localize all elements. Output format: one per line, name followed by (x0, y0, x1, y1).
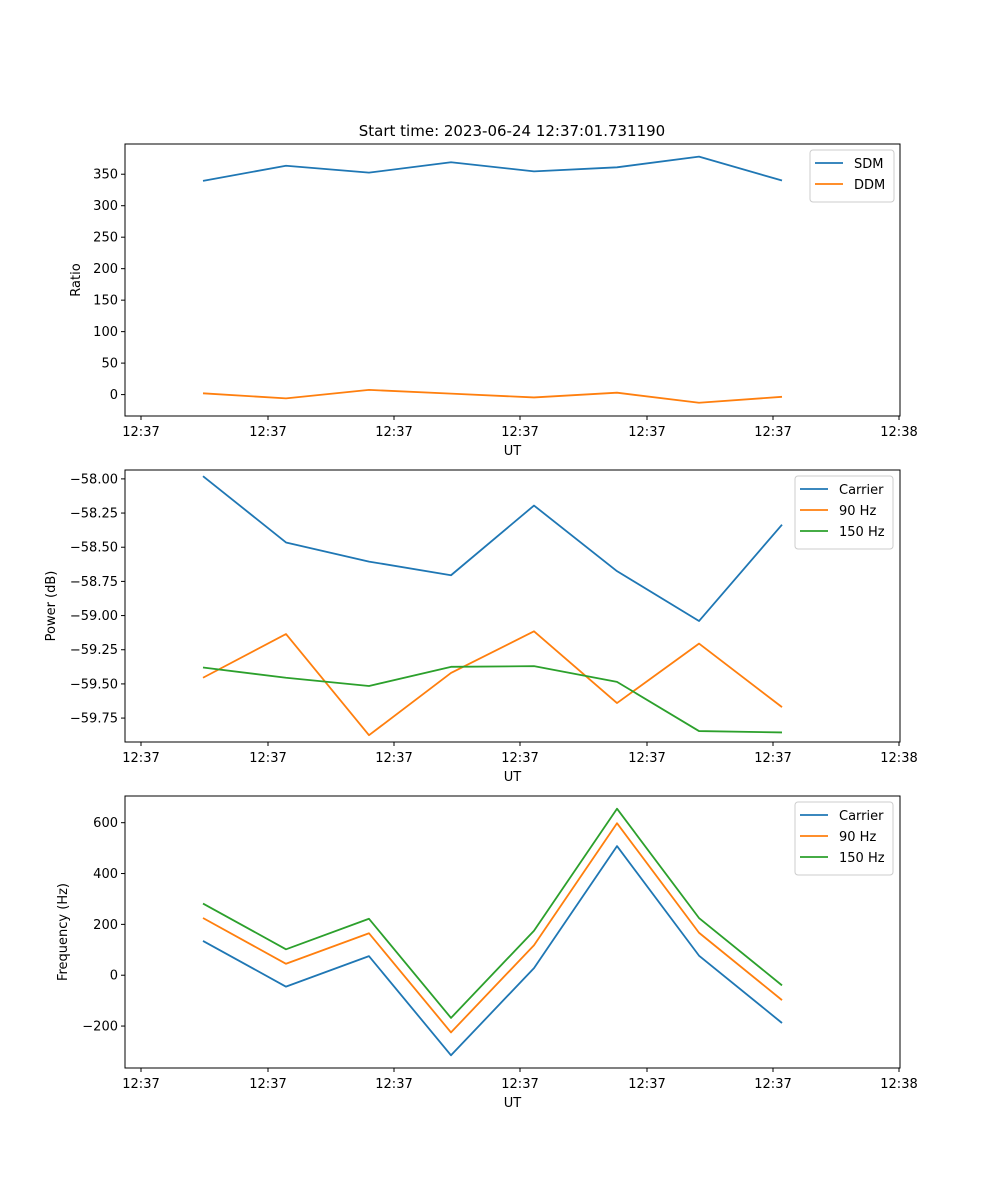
panel-1-y-tick-label: 250 (93, 231, 118, 246)
panel-3-series-90-hz-line (202, 822, 783, 1034)
panel-1-y-tick-label: 50 (101, 357, 118, 372)
panel-1-legend-label-ddm: DDM (854, 178, 885, 193)
panel-1-x-tick-label: 12:37 (375, 425, 412, 440)
panel-1-y-tick-label: 150 (93, 294, 118, 309)
panel-3-legend-label-carrier: Carrier (839, 809, 884, 824)
figure-title: Start time: 2023-06-24 12:37:01.731190 (359, 122, 665, 140)
panel-1-x-tick-label: 12:37 (122, 425, 159, 440)
panel-3-y-tick-label: 400 (93, 867, 118, 882)
panel-1-x-tick-label: 12:37 (628, 425, 665, 440)
panel-1-y-tick-label: 200 (93, 262, 118, 277)
panel-1-y-tick-label: 300 (93, 199, 118, 214)
panel-2-y-tick-label: −58.50 (70, 541, 118, 556)
panel-2-x-tick-label: 12:37 (249, 751, 286, 766)
panel-2-x-tick-label: 12:37 (375, 751, 412, 766)
panel-1-y-tick-label: 0 (110, 388, 118, 403)
panel-2-y-tick-label: −59.00 (70, 609, 118, 624)
panel-3-x-tick-label: 12:37 (628, 1077, 665, 1092)
panel-2-y-tick-label: −58.75 (70, 575, 118, 590)
panel-3-x-tick-label: 12:37 (375, 1077, 412, 1092)
panel-2-y-axis-label: Power (dB) (44, 571, 59, 642)
panel-3-x-tick-label: 12:38 (880, 1077, 917, 1092)
panel-3-y-tick-label: 600 (93, 816, 118, 831)
panel-2-x-tick-label: 12:37 (628, 751, 665, 766)
panel-3-series-carrier-line (202, 845, 783, 1057)
panel-1-axes-frame (124, 143, 901, 417)
panel-3-x-axis-label: UT (504, 1096, 522, 1111)
panel-1-x-tick-label: 12:37 (754, 425, 791, 440)
panel-1-series-ddm-line (202, 388, 783, 404)
panel-1-y-tick-label: 100 (93, 325, 118, 340)
panel-2-series-150-hz-line (202, 665, 783, 734)
panel-3-y-tick-label: −200 (82, 1020, 118, 1035)
panel-2-legend-label-carrier: Carrier (839, 483, 884, 498)
panel-2-x-tick-label: 12:38 (880, 751, 917, 766)
panel-2-legend-label-150-hz: 150 Hz (839, 525, 885, 540)
panel-1-series-sdm-line (202, 155, 783, 182)
panel-3-y-tick-label: 0 (110, 969, 118, 984)
panel-2-x-tick-label: 12:37 (754, 751, 791, 766)
panel-1-y-tick-label: 350 (93, 168, 118, 183)
panel-3-axes-frame (124, 795, 901, 1069)
panel-1-x-axis-label: UT (504, 444, 522, 459)
panel-1-legend-label-sdm: SDM (854, 157, 883, 172)
panel-3-y-axis-label: Frequency (Hz) (56, 883, 71, 981)
panel-2-y-tick-label: −59.25 (70, 643, 118, 658)
panel-3-x-tick-label: 12:37 (249, 1077, 286, 1092)
panel-3-x-tick-label: 12:37 (754, 1077, 791, 1092)
panel-3-x-tick-label: 12:37 (501, 1077, 538, 1092)
panel-3-legend-label-150-hz: 150 Hz (839, 851, 885, 866)
panel-3-y-tick-label: 200 (93, 918, 118, 933)
panel-2-y-tick-label: −58.00 (70, 472, 118, 487)
panel-3-series-150-hz-line (202, 807, 783, 1019)
panel-3-legend-label-90-hz: 90 Hz (839, 830, 876, 845)
panel-2-x-tick-label: 12:37 (122, 751, 159, 766)
panel-1-x-tick-label: 12:37 (501, 425, 538, 440)
panel-2-y-tick-label: −59.75 (70, 712, 118, 727)
panel-2-x-axis-label: UT (504, 770, 522, 785)
panel-2-series-carrier-line (202, 475, 783, 622)
panel-2-x-tick-label: 12:37 (501, 751, 538, 766)
panel-2-series-90-hz-line (202, 630, 783, 737)
panel-1-y-axis-label: Ratio (69, 263, 84, 296)
panel-1-x-tick-label: 12:38 (880, 425, 917, 440)
panel-2-legend-label-90-hz: 90 Hz (839, 504, 876, 519)
panel-3-x-tick-label: 12:37 (122, 1077, 159, 1092)
panel-2-y-tick-label: −58.25 (70, 507, 118, 522)
panel-2-axes-frame (124, 469, 901, 743)
panel-1-x-tick-label: 12:37 (249, 425, 286, 440)
panel-2-y-tick-label: −59.50 (70, 677, 118, 692)
